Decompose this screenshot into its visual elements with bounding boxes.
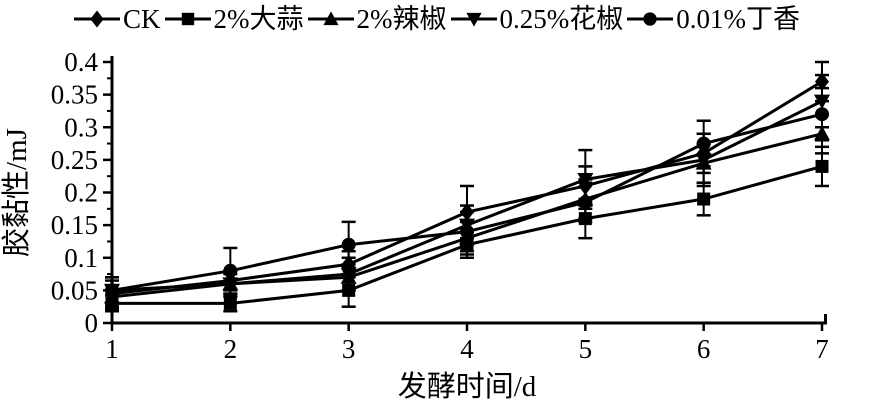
y-tick-label: 0.2 (64, 178, 98, 208)
legend-label: 0.01%丁香 (676, 4, 800, 34)
y-tick-label: 0.3 (64, 112, 98, 142)
y-tick-label: 0.1 (64, 243, 98, 273)
diamond-marker (90, 10, 104, 28)
square-marker (181, 12, 194, 26)
legend-item-4: 0.01%丁香 (627, 2, 800, 36)
y-axis-title: 胶黏性/mJ (0, 128, 33, 257)
diamond-icon (73, 10, 120, 28)
y-tick-label: 0.35 (51, 80, 98, 110)
triangle-down-marker (465, 12, 482, 27)
legend-label: 2%大蒜 (213, 4, 304, 34)
data-point-circle-d6 (696, 136, 711, 151)
series-circle (105, 86, 829, 305)
legend-item-1: 2%大蒜 (164, 2, 304, 36)
data-point-circle-d2 (223, 263, 238, 278)
legend-label: CK (122, 4, 161, 34)
data-point-circle-d5 (578, 195, 593, 210)
legend-item-2: 2%辣椒 (307, 2, 447, 36)
triangle-up-marker (322, 11, 339, 26)
chart-legend: CK 2%大蒜 2%辣椒 0.25%花椒 0.01%丁香 (0, 2, 874, 36)
x-axis-title: 发酵时间/d (398, 370, 537, 402)
y-tick-label: 0.15 (51, 210, 98, 240)
data-point-square-d2 (223, 296, 237, 310)
data-point-circle-d4 (460, 224, 474, 239)
data-point-triangle-down-d3 (340, 267, 357, 283)
triangle-down-icon (450, 12, 497, 27)
data-point-square-d6 (697, 192, 711, 206)
y-tick-label: 0.25 (51, 145, 98, 175)
x-tick-label: 6 (697, 334, 711, 364)
data-point-square-d7 (815, 159, 829, 173)
y-tick-label: 0 (85, 308, 99, 338)
data-point-circle-d3 (341, 237, 356, 252)
x-tick-label: 1 (105, 334, 119, 364)
legend-item-0: CK (73, 2, 161, 36)
x-tick-label: 7 (815, 334, 829, 364)
legend-label: 2%辣椒 (356, 4, 447, 34)
x-tick-label: 4 (460, 334, 474, 364)
y-axis: 00.050.10.150.20.250.30.350.4 (51, 47, 112, 338)
series-diamond (105, 60, 829, 308)
y-tick-label: 0.4 (64, 47, 98, 77)
legend-item-3: 0.25%花椒 (450, 2, 624, 36)
legend-label: 0.25%花椒 (499, 4, 624, 34)
y-tick-label: 0.05 (51, 275, 98, 305)
data-point-triangle-down-d5 (577, 172, 594, 188)
x-axis: 1 2 3 4 5 6 7 (105, 323, 829, 364)
x-tick-label: 5 (579, 334, 593, 364)
data-point-circle-d7 (815, 107, 829, 122)
data-point-circle-d1 (105, 283, 119, 298)
circle-marker (643, 12, 657, 26)
circle-icon (627, 12, 674, 26)
x-tick-label: 3 (342, 334, 356, 364)
square-icon (164, 12, 211, 26)
triangle-up-icon (307, 11, 354, 26)
x-tick-label: 2 (224, 334, 238, 364)
